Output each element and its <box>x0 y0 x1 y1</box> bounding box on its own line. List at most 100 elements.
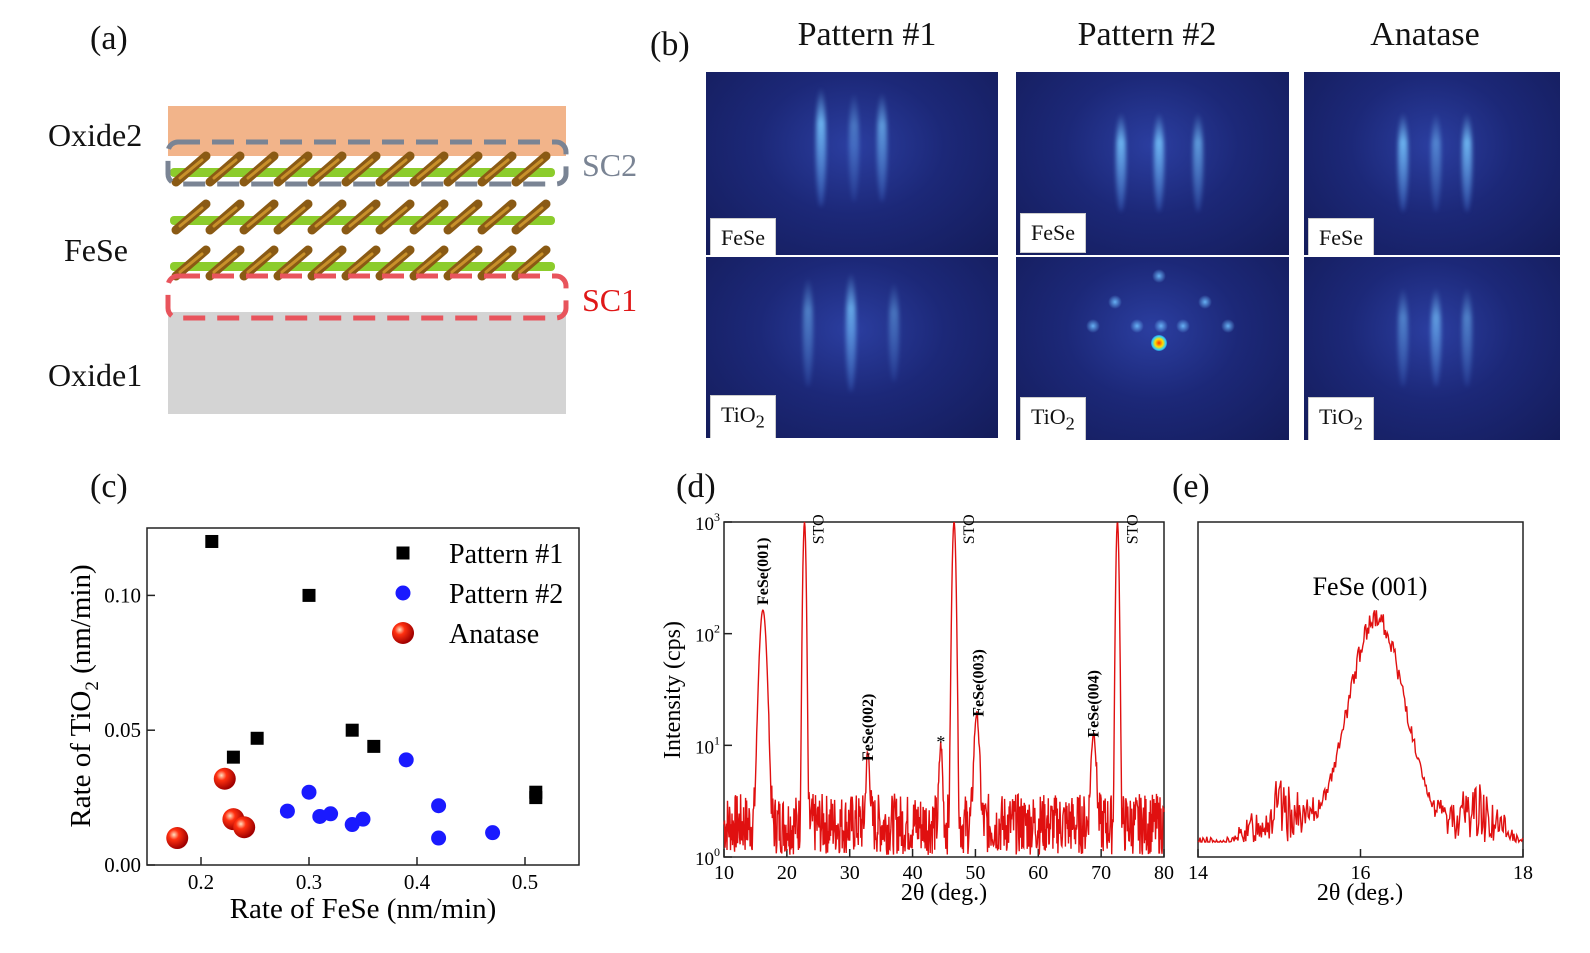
fese-rod-highlight <box>450 158 476 180</box>
chart-d-annotation: FeSe(002) <box>860 694 877 762</box>
panel-d-label: (d) <box>676 468 716 505</box>
chart-c-point <box>250 731 264 745</box>
chart-c-point <box>205 534 219 548</box>
fese-rod-highlight <box>246 252 272 274</box>
fese-label: FeSe <box>64 232 128 268</box>
pattern1-tio2-label: TiO2 <box>710 395 776 438</box>
chart-c-point <box>302 588 316 602</box>
chart-d-annotation: STO <box>810 514 827 544</box>
rheed-pattern2-fese: FeSe <box>1016 72 1289 255</box>
fese-rod-highlight <box>178 206 204 228</box>
fese-rod-highlight <box>348 252 374 274</box>
fese-rod-highlight <box>178 252 204 274</box>
chart-c-ytick-label: 0.00 <box>104 853 141 877</box>
chart-d-ylabel: Intensity (cps) <box>660 621 686 759</box>
chart-c-ytick-label: 0.10 <box>104 583 141 607</box>
chart-d-xlabel: 2θ (deg.) <box>901 880 987 906</box>
fese-rod-highlight <box>416 158 442 180</box>
chart-d-annotation: FeSe(003) <box>971 649 988 717</box>
chart-d-annotation: * <box>936 732 945 752</box>
fese-rod-highlight <box>416 206 442 228</box>
fese-rod-highlight <box>484 158 510 180</box>
chart-c-point <box>398 752 414 768</box>
fese-rod-highlight <box>382 206 408 228</box>
fese-rod-highlight <box>450 252 476 274</box>
oxide2-label: Oxide2 <box>48 117 143 153</box>
panel-e-label: (e) <box>1172 468 1210 505</box>
rheed-pattern2-tio2: TiO2 <box>1016 257 1289 440</box>
fese-rod-highlight <box>518 158 544 180</box>
rheed-anatase-fese: FeSe <box>1304 72 1560 255</box>
chart-d-ytick-label: 103 <box>695 510 720 535</box>
pattern2-fese-label: FeSe <box>1020 213 1086 253</box>
chart-c-point <box>485 825 501 841</box>
fese-rod-highlight <box>450 206 476 228</box>
chart-c-point <box>279 803 295 819</box>
chart-e-xtick-label: 18 <box>1513 862 1533 884</box>
panel-c-label: (c) <box>90 468 128 505</box>
chart-d-ytick-label: 101 <box>695 733 720 758</box>
fese-rod-highlight <box>212 158 238 180</box>
chart-e-title: FeSe (001) <box>1313 572 1428 601</box>
chart-d-ytick-label: 102 <box>695 622 720 647</box>
chart-c-point <box>213 767 236 790</box>
chart-d-xtick-label: 10 <box>714 862 734 884</box>
chart-c-xlabel: Rate of FeSe (nm/min) <box>230 893 497 925</box>
pattern1-fese-label: FeSe <box>710 218 776 255</box>
panel-b-label: (b) <box>650 26 690 63</box>
chart-e-peak-line <box>1197 610 1524 844</box>
fese-rod-highlight <box>382 252 408 274</box>
chart-c-point <box>226 750 240 764</box>
fese-rod-highlight <box>212 252 238 274</box>
chart-d-annotation: FeSe(001) <box>755 538 772 606</box>
chart-c-xtick-label: 0.2 <box>188 870 214 894</box>
anatase-tio2-label: TiO2 <box>1308 397 1374 440</box>
fese-rod-highlight <box>314 252 340 274</box>
chart-d-xtick-label: 80 <box>1154 862 1174 884</box>
chart-c-xtick-label: 0.4 <box>404 870 431 894</box>
sc2-label: SC2 <box>582 147 638 183</box>
chart-d-xtick-label: 30 <box>840 862 860 884</box>
chart-c-point <box>166 827 189 850</box>
chart-d-xtick-label: 40 <box>903 862 923 884</box>
chart-c-point <box>355 811 371 827</box>
pattern1-title: Pattern #1 <box>797 16 937 53</box>
fese-rod-highlight <box>416 252 442 274</box>
fese-rod-highlight <box>484 252 510 274</box>
fese-rod-highlight <box>280 252 306 274</box>
chart-c-frame <box>146 527 580 866</box>
chart-c-legend-label: Pattern #2 <box>449 579 563 610</box>
chart-d-annotation: STO <box>1125 514 1142 544</box>
sc1-label: SC1 <box>582 282 638 318</box>
anatase-title: Anatase <box>1370 16 1480 53</box>
pattern2-tio2-label: TiO2 <box>1020 397 1086 440</box>
chart-c-xtick-label: 0.3 <box>296 870 322 894</box>
chart-c-legend-marker <box>395 585 411 601</box>
pattern2-title: Pattern #2 <box>1077 16 1217 53</box>
chart-c-ytick-label: 0.05 <box>104 718 141 742</box>
chart-d-frame <box>723 521 1165 858</box>
chart-e-xtick-label: 16 <box>1351 862 1371 884</box>
chart-c-legend-label: Anatase <box>449 619 539 650</box>
fese-rod-highlight <box>484 206 510 228</box>
sc2-box <box>165 139 569 187</box>
fese-rod-highlight <box>314 206 340 228</box>
fese-rod-highlight <box>518 206 544 228</box>
chart-d-ytick-label: 100 <box>695 845 720 870</box>
chart-d-xtick-label: 50 <box>965 862 985 884</box>
fese-rod-highlight <box>178 158 204 180</box>
chart-c-point <box>431 798 447 814</box>
rheed-anatase-tio2: TiO2 <box>1304 257 1560 440</box>
rheed-pattern1-tio2: TiO2 <box>706 257 998 438</box>
fese-rod-highlight <box>246 158 272 180</box>
chart-c-point <box>345 723 359 737</box>
chart-d-xrd-log: 10 20 30 40 50 60 70 80 100 101 102 103 FeSe(001) ST… <box>660 510 1174 906</box>
anatase-fese-label: FeSe <box>1308 218 1374 255</box>
chart-d-annotation: FeSe(004) <box>1086 670 1103 738</box>
fese-rod-highlight <box>246 206 272 228</box>
fese-rod-highlight <box>314 158 340 180</box>
sc1-box <box>165 273 569 321</box>
chart-c-point <box>367 739 381 753</box>
fese-rod-highlight <box>280 158 306 180</box>
chart-e-xlabel: 2θ (deg.) <box>1317 880 1403 906</box>
